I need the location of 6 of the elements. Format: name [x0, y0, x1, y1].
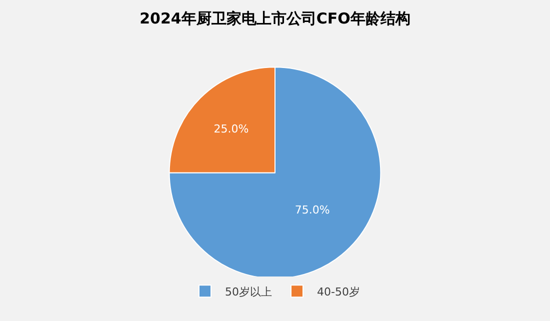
data-label: 25.0%	[214, 122, 249, 136]
chart-title: 2024年厨卫家电上市公司CFO年龄结构	[140, 9, 410, 28]
legend-label: 40-50岁	[317, 285, 360, 298]
data-label: 75.0%	[294, 204, 330, 217]
legend-label: 50岁以上	[225, 285, 272, 298]
pie-slice	[168, 66, 382, 279]
